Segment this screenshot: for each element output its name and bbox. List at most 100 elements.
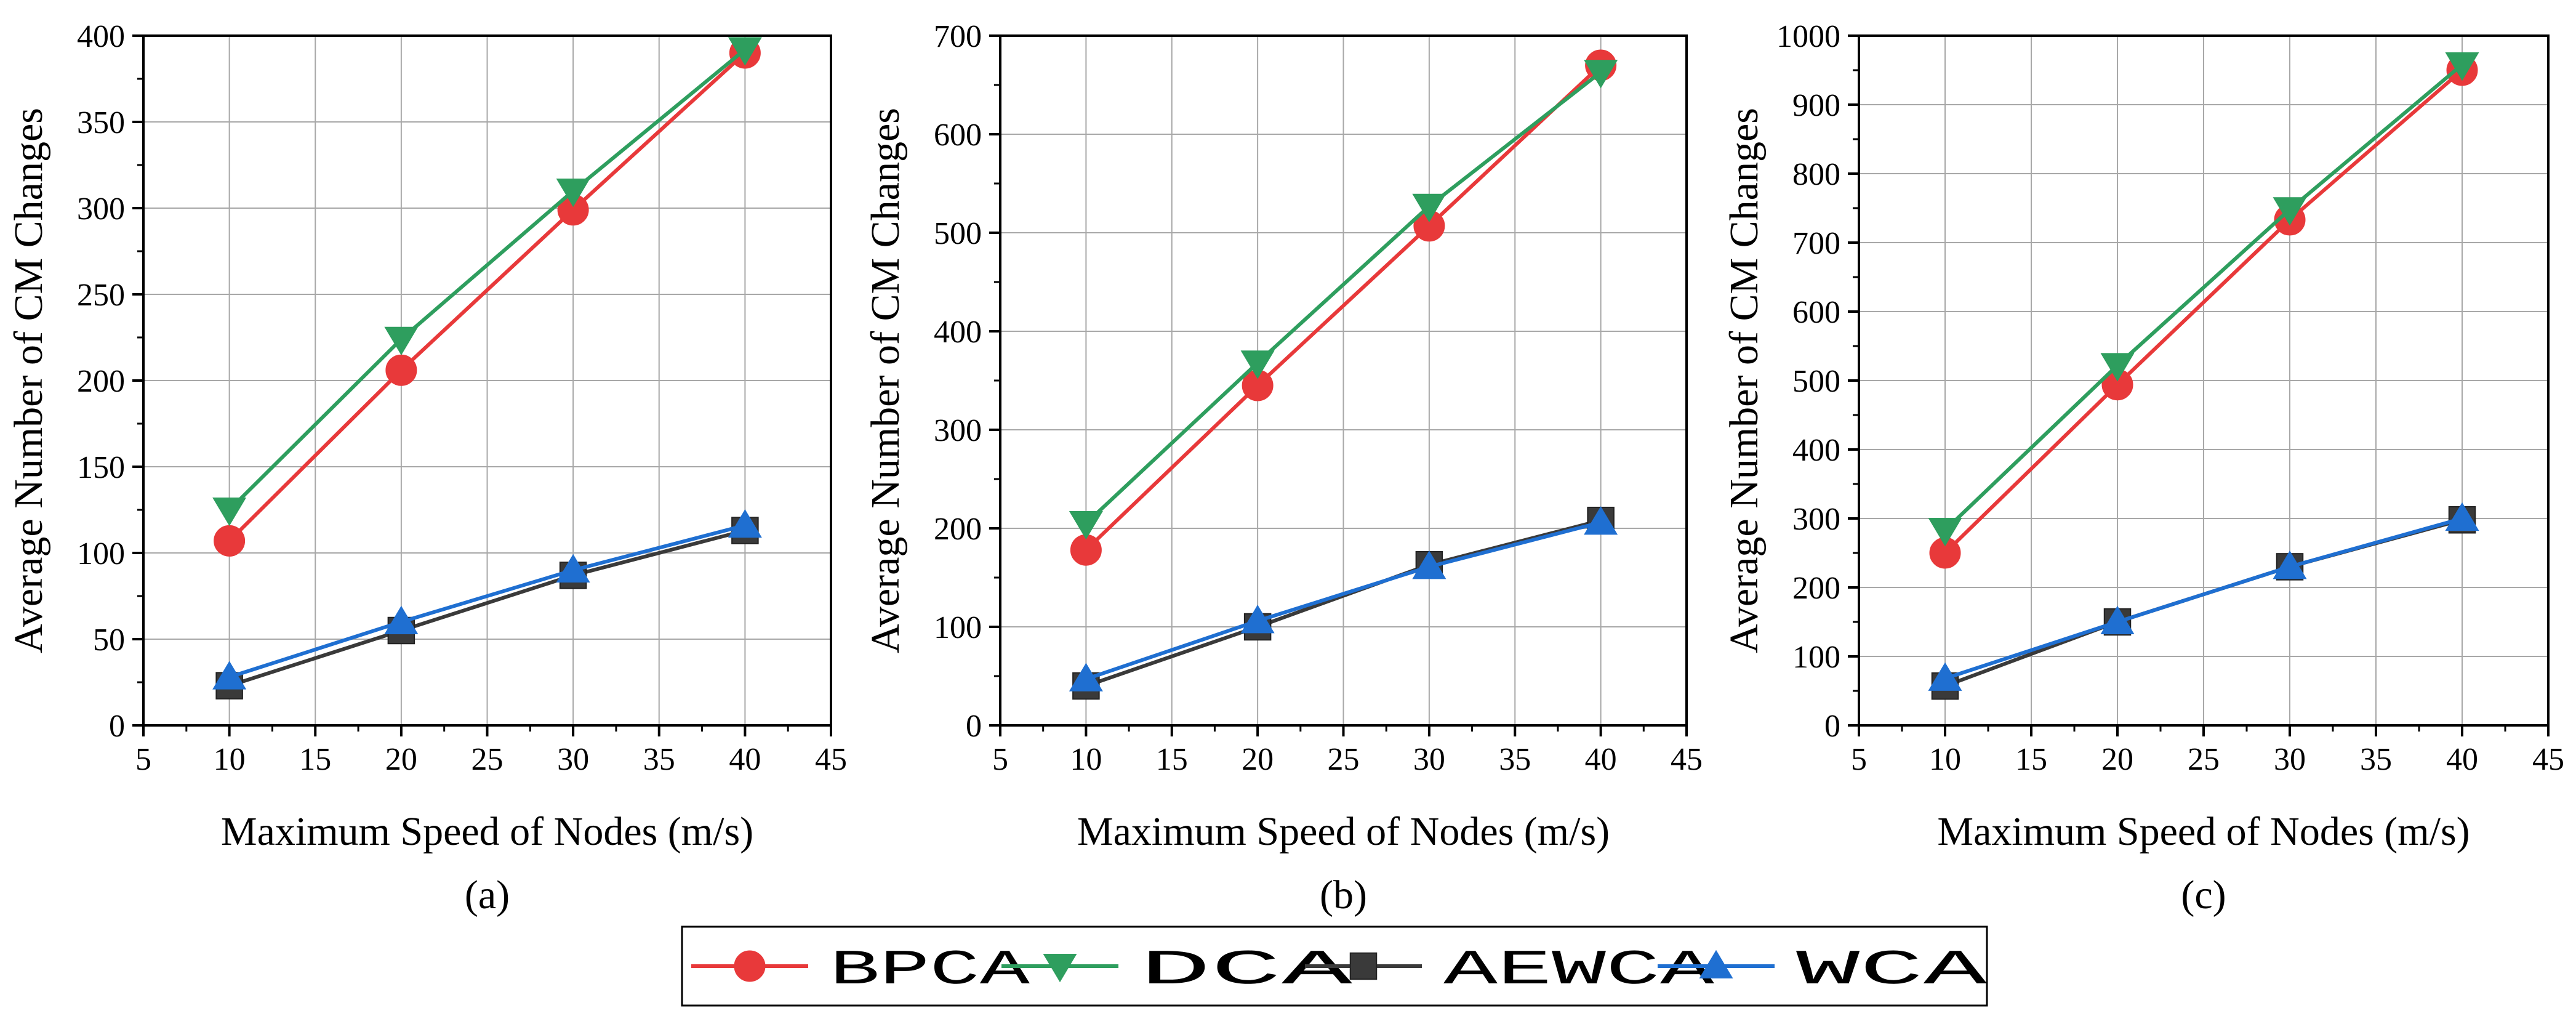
legend: BPCA DCA AEWCA WCA — [681, 925, 1988, 1007]
data-point — [1069, 511, 1103, 540]
data-point — [2100, 353, 2135, 382]
x-tick-label: 5 — [135, 742, 151, 777]
y-tick-label: 100 — [1792, 640, 1840, 675]
x-axis-title: Maximum Speed of Nodes (m/s) — [221, 809, 753, 854]
x-tick-label: 20 — [385, 742, 417, 777]
y-axis-title: Average Number of CM Changes — [1722, 108, 1767, 653]
y-tick-label: 150 — [77, 450, 125, 485]
legend-entry-wca: WCA — [1658, 943, 1987, 999]
y-tick-label: 900 — [1792, 88, 1840, 123]
x-tick-label: 25 — [2188, 742, 2220, 777]
gridlines — [1859, 36, 2548, 725]
chart-panel-1: 5 10 15 20 25 30 35 40 45 0 50 100 150 200 250 300 350 40… — [6, 19, 847, 917]
data-point — [1412, 550, 1446, 579]
legend-marker — [1349, 952, 1378, 980]
gridlines — [1000, 36, 1687, 725]
data-point — [1412, 193, 1446, 223]
series-line — [1944, 517, 2463, 680]
legend-marker — [734, 950, 766, 982]
y-tick-label: 100 — [77, 536, 125, 571]
data-point — [2445, 502, 2479, 531]
x-tick-label: 5 — [1851, 742, 1867, 777]
x-tick-label: 40 — [2446, 742, 2478, 777]
y-tick-label: 200 — [1792, 571, 1840, 606]
series-line — [1085, 520, 1602, 681]
series-wca — [1069, 506, 1618, 691]
data-point — [1928, 662, 1962, 691]
y-tick-label: 0 — [1824, 709, 1840, 744]
x-tick-label: 30 — [2274, 742, 2306, 777]
panel-label: (b) — [1320, 873, 1367, 917]
series-wca — [1928, 502, 2479, 691]
x-tick-label: 20 — [1242, 742, 1274, 777]
x-tick-label: 30 — [1413, 742, 1445, 777]
x-axis-title: Maximum Speed of Nodes (m/s) — [1937, 809, 2470, 854]
legend-entry-bpca: BPCA — [691, 943, 1030, 999]
x-tick-label: 45 — [1671, 742, 1703, 777]
series-dca — [1928, 52, 2479, 547]
x-tick-label: 45 — [2532, 742, 2564, 777]
y-tick-label: 300 — [934, 413, 982, 448]
y-tick-label: 700 — [1792, 226, 1840, 261]
y-tick-label: 0 — [966, 709, 982, 744]
x-tick-label: 35 — [643, 742, 675, 777]
data-point — [1584, 506, 1618, 535]
data-point — [1069, 663, 1103, 691]
x-tick-label: 45 — [815, 742, 847, 777]
chart-panel-2: 5 10 15 20 25 30 35 40 45 0 100 200 300 400 500 600 700 M… — [863, 19, 1703, 917]
data-point — [556, 554, 590, 583]
y-tick-label: 200 — [77, 364, 125, 399]
y-tick-label: 800 — [1792, 157, 1840, 192]
legend-label: AEWCA — [1443, 943, 1714, 999]
y-tick-label: 400 — [1792, 433, 1840, 468]
legend-label: WCA — [1796, 943, 1987, 999]
series-line — [228, 48, 747, 512]
x-tick-label: 25 — [471, 742, 504, 777]
y-tick-label: 600 — [1792, 295, 1840, 330]
data-point — [2273, 550, 2307, 579]
y-tick-label: 600 — [934, 118, 982, 153]
legend-entry-dca: DCA — [1001, 943, 1352, 999]
data-point — [556, 179, 590, 208]
x-tick-label: 10 — [1070, 742, 1102, 777]
series-line — [1943, 63, 2463, 532]
y-tick-label: 200 — [934, 512, 982, 547]
panel-label: (a) — [465, 873, 510, 917]
data-point — [214, 525, 246, 557]
data-point — [728, 37, 762, 66]
x-tick-label: 25 — [1328, 742, 1360, 777]
series-line — [228, 528, 746, 688]
legend-entry-aewca: AEWCA — [1305, 943, 1714, 999]
y-tick-label: 100 — [934, 610, 982, 645]
chart-panel-3: 5 10 15 20 25 30 35 40 45 0 100 200 300 400 500 600 700 8… — [1722, 19, 2564, 917]
data-point — [212, 498, 247, 526]
x-tick-label: 40 — [1585, 742, 1617, 777]
series-line — [1085, 63, 1602, 552]
x-tick-label: 35 — [1499, 742, 1531, 777]
y-tick-label: 50 — [93, 623, 125, 658]
data-point — [385, 354, 417, 386]
data-point — [1240, 605, 1275, 634]
x-axis-title: Maximum Speed of Nodes (m/s) — [1077, 809, 1610, 854]
x-tick-label: 35 — [2360, 742, 2392, 777]
legend-marker — [1043, 954, 1077, 983]
panel-label: (c) — [2181, 873, 2226, 917]
x-tick-label: 40 — [729, 742, 761, 777]
y-tick-label: 350 — [77, 105, 125, 140]
data-point — [384, 326, 419, 356]
y-tick-label: 0 — [109, 709, 125, 744]
data-point — [2273, 197, 2307, 226]
data-point — [1584, 60, 1618, 89]
series-dca — [1069, 60, 1618, 540]
series-line — [1085, 70, 1602, 525]
x-tick-label: 15 — [2015, 742, 2047, 777]
series-line — [1943, 68, 2463, 555]
x-tick-label: 15 — [1156, 742, 1188, 777]
x-tick-label: 15 — [299, 742, 331, 777]
y-tick-label: 500 — [1792, 364, 1840, 399]
y-tick-label: 300 — [77, 192, 125, 227]
y-tick-label: 1000 — [1776, 19, 1840, 54]
data-point — [1928, 518, 1962, 547]
y-tick-label: 250 — [77, 278, 125, 313]
